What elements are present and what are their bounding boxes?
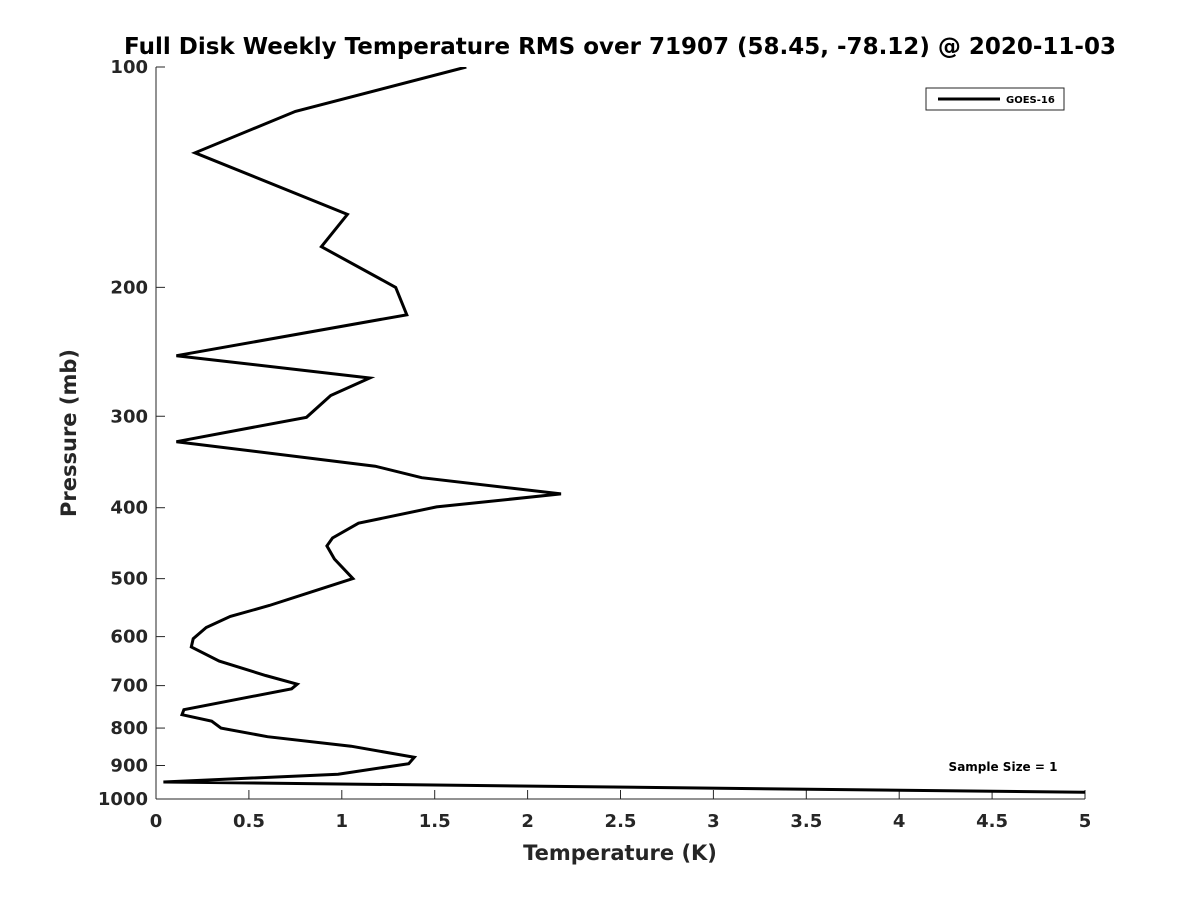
series-layer: [163, 67, 1085, 794]
y-tick-label: 700: [110, 676, 148, 697]
series-line-goes-16: [163, 67, 1085, 794]
plot-area: [156, 67, 1085, 799]
chart-title: Full Disk Weekly Temperature RMS over 71…: [124, 34, 1116, 60]
legend-label-goes-16: GOES-16: [1006, 95, 1055, 106]
x-tick-label: 4.5: [976, 811, 1008, 832]
x-tick-label: 3.5: [790, 811, 822, 832]
y-tick-label: 800: [110, 718, 148, 739]
y-axis-label: Pressure (mb): [57, 349, 81, 517]
y-tick-label: 600: [110, 627, 148, 648]
x-axis-label: Temperature (K): [523, 841, 717, 865]
x-tick-label: 5: [1079, 811, 1092, 832]
x-tick-label: 0.5: [233, 811, 265, 832]
legend: GOES-16: [925, 87, 1065, 111]
y-tick-label: 100: [110, 57, 148, 78]
y-tick-label: 900: [110, 756, 148, 777]
x-tick-label: 4: [893, 811, 906, 832]
sample-size-annotation: Sample Size = 1: [949, 760, 1058, 774]
y-tick-label: 1000: [98, 789, 148, 810]
y-tick-label: 300: [110, 406, 148, 427]
x-tick-label: 1.5: [419, 811, 451, 832]
x-tick-label: 2: [521, 811, 534, 832]
x-axis: 0 0.5 1 1.5 2 2.5 3 3.5 4 4.5 5: [150, 790, 1092, 832]
x-tick-label: 1: [336, 811, 349, 832]
x-tick-label: 3: [707, 811, 720, 832]
y-axis: 100 200 300 400 500 600 700 800 900 1000: [98, 57, 165, 810]
y-tick-label: 400: [110, 498, 148, 519]
y-tick-label: 200: [110, 277, 148, 298]
x-tick-label: 2.5: [605, 811, 637, 832]
x-tick-label: 0: [150, 811, 163, 832]
y-tick-label: 500: [110, 569, 148, 590]
